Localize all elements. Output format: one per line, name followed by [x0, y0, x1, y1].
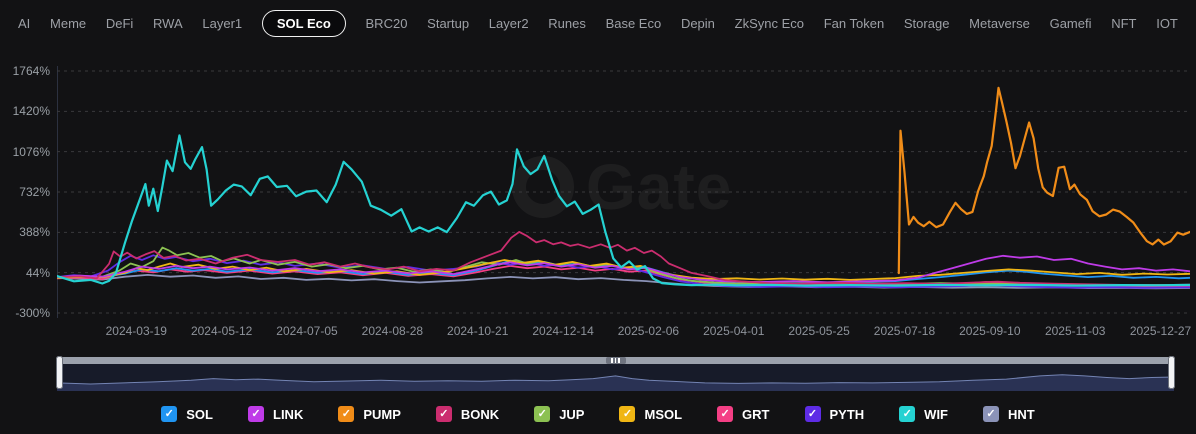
checkbox-checked-icon[interactable]: ✓ — [983, 406, 999, 422]
navigator-line — [57, 374, 1174, 385]
plot-area[interactable] — [57, 66, 1190, 318]
x-tick-label: 2024-12-14 — [532, 324, 594, 338]
x-tick-label: 2024-08-28 — [361, 324, 424, 338]
series-line-PUMP — [897, 86, 1190, 275]
legend-label: MSOL — [644, 406, 683, 422]
series-line-GRT — [57, 264, 1190, 288]
x-tick-label: 2025-09-10 — [959, 324, 1021, 338]
legend-label: GRT — [742, 406, 770, 422]
y-tick-label: 1764% — [12, 64, 50, 78]
y-tick-label: 1076% — [12, 144, 50, 159]
legend-item-bonk[interactable]: ✓ BONK — [435, 406, 500, 422]
x-tick-label: 2025-11-03 — [1044, 324, 1106, 338]
series-line-LINK — [57, 254, 1190, 284]
legend-label: PYTH — [829, 406, 865, 422]
legend-label: HNT — [1008, 406, 1035, 422]
tab-meme[interactable]: Meme — [50, 15, 87, 31]
tab-zksync-eco[interactable]: ZkSync Eco — [734, 15, 804, 31]
x-tick-label: 2024-05-12 — [190, 324, 253, 338]
tab-rwa[interactable]: RWA — [153, 15, 183, 31]
x-tick-label: 2025-04-01 — [703, 324, 765, 338]
legend-label: WIF — [924, 406, 948, 422]
tab-defi[interactable]: DeFi — [105, 15, 134, 31]
x-tick-label: 2025-02-06 — [617, 324, 680, 338]
checkbox-checked-icon[interactable]: ✓ — [804, 406, 821, 422]
percent-change-chart[interactable]: 1764% 1420% 1076% 732% 388% 44% -300% Gate 202… — [0, 46, 1196, 348]
tab-metaverse[interactable]: Metaverse — [969, 15, 1030, 31]
chart-navigator[interactable] — [56, 354, 1175, 392]
y-tick-label: 1420% — [12, 104, 50, 119]
checkbox-checked-icon[interactable]: ✓ — [435, 406, 452, 422]
legend-item-pump[interactable]: ✓ PUMP — [338, 406, 401, 422]
tab-gamefi[interactable]: Gamefi — [1049, 15, 1092, 31]
legend-label: SOL — [186, 406, 213, 422]
tab-layer2[interactable]: Layer2 — [488, 15, 529, 31]
tab-ai[interactable]: AI — [18, 15, 31, 31]
tab-sol-eco[interactable]: SOL Eco — [261, 9, 346, 37]
series-line-BONK — [57, 230, 1190, 287]
legend-item-sol[interactable]: ✓ SOL — [161, 406, 213, 422]
y-tick-label: 388% — [19, 225, 50, 240]
tab-fan-token[interactable]: Fan Token — [823, 15, 885, 31]
tab-iot[interactable]: IOT — [1156, 15, 1178, 31]
checkbox-checked-icon[interactable]: ✓ — [717, 406, 734, 422]
series-line-HNT — [57, 273, 1190, 290]
x-tick-label: 2024-07-05 — [276, 324, 338, 338]
checkbox-checked-icon[interactable]: ✓ — [248, 406, 264, 422]
series-legend: ✓ SOL ✓ LINK ✓ PUMP ✓ BONK ✓ JUP ✓ MSOL ✓ GRT ✓ PYTH ✓ WI… — [0, 398, 1196, 430]
y-tick-label: -300% — [15, 306, 50, 320]
legend-item-hnt[interactable]: ✓ HNT — [983, 406, 1035, 422]
checkbox-checked-icon[interactable]: ✓ — [161, 406, 178, 422]
legend-label: LINK — [273, 406, 304, 422]
legend-item-grt[interactable]: ✓ GRT — [717, 406, 770, 422]
y-tick-label: 44% — [25, 265, 50, 280]
checkbox-checked-icon[interactable]: ✓ — [619, 406, 636, 422]
x-tick-label: 2025-12-27 — [1129, 324, 1192, 338]
legend-item-pyth[interactable]: ✓ PYTH — [804, 406, 865, 422]
y-tick-label: 732% — [19, 185, 50, 199]
navigator-minichart[interactable] — [57, 364, 1174, 391]
legend-item-msol[interactable]: ✓ MSOL — [619, 406, 682, 422]
legend-label: BONK — [460, 406, 500, 422]
legend-item-link[interactable]: ✓ LINK — [248, 406, 303, 422]
x-tick-label: 2024-03-19 — [105, 324, 167, 338]
checkbox-checked-icon[interactable]: ✓ — [534, 406, 551, 422]
tab-startup[interactable]: Startup — [427, 15, 470, 31]
navigator-right-handle[interactable] — [1168, 356, 1175, 389]
checkbox-checked-icon[interactable]: ✓ — [338, 406, 355, 422]
tab-nft[interactable]: NFT — [1111, 15, 1137, 31]
checkbox-checked-icon[interactable]: ✓ — [899, 406, 916, 422]
tab-storage[interactable]: Storage — [903, 15, 950, 31]
navigator-left-handle[interactable] — [56, 356, 63, 389]
category-tabbar: AI Meme DeFi RWA Layer1 SOL Eco BRC20 Startup La… — [0, 0, 1196, 46]
tab-runes[interactable]: Runes — [548, 15, 586, 31]
x-tick-label: 2024-10-21 — [447, 324, 509, 338]
x-tick-label: 2025-05-25 — [788, 324, 850, 338]
tab-depin[interactable]: Depin — [680, 15, 715, 31]
series-line-WIF — [57, 134, 1190, 287]
legend-item-jup[interactable]: ✓ JUP — [534, 406, 584, 422]
legend-item-wif[interactable]: ✓ WIF — [899, 406, 948, 422]
legend-label: PUMP — [363, 406, 401, 422]
navigator-scrollbar[interactable] — [60, 357, 1171, 364]
tab-layer1[interactable]: Layer1 — [202, 15, 243, 31]
scrollbar-grip-icon[interactable] — [605, 357, 626, 364]
x-tick-label: 2025-07-18 — [873, 324, 936, 338]
tab-base-eco[interactable]: Base Eco — [605, 15, 662, 31]
legend-label: JUP — [559, 406, 585, 422]
tab-brc20[interactable]: BRC20 — [365, 15, 408, 31]
navigator-area — [57, 374, 1174, 391]
